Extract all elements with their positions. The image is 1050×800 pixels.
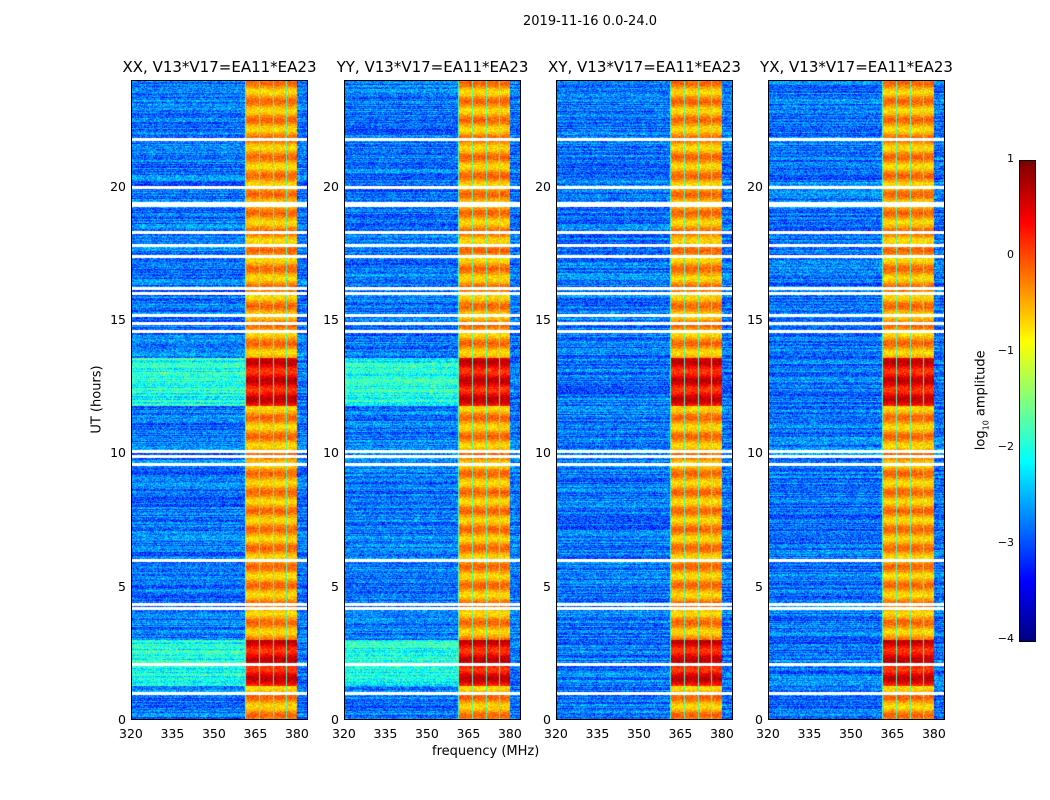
x-tick-label: 380 [921,726,946,741]
heatmap-panel-2 [556,80,733,720]
y-tick-label: 5 [331,578,339,594]
axes-frame [131,80,308,720]
y-tick-label: 10 [323,445,339,461]
x-tick-label: 320 [756,726,780,741]
colorbar-tick-label: −3 [997,536,1014,549]
x-tick-label: 350 [201,726,226,741]
heatmap-panel-3 [768,80,945,720]
y-axis-label: UT (hours) [89,365,105,434]
x-tick-label: 320 [544,726,568,741]
y-tick-label: 0 [755,712,763,727]
x-tick-label: 365 [456,726,481,741]
x-tick-label: 380 [709,726,734,741]
heatmap-panel-0 [131,80,308,720]
panel-title: XX, V13*V17=EA11*EA23 [122,58,317,76]
y-tick-label: 15 [747,312,763,327]
x-axis-label: frequency (MHz) [432,744,540,759]
heatmap-panel-1 [344,80,521,720]
y-tick-label: 20 [323,178,339,194]
axes-frame [556,80,733,720]
x-tick-label: 365 [668,726,693,741]
y-tick-label: 15 [323,312,339,327]
x-tick-label: 335 [160,726,185,741]
colorbar-tick-label: 1 [1007,152,1014,165]
y-tick-label: 5 [755,578,763,594]
x-tick-label: 320 [332,726,356,741]
x-tick-label: 335 [585,726,610,741]
colorbar [1019,160,1036,642]
panel-title: YX, V13*V17=EA11*EA23 [760,58,953,76]
y-tick-label: 20 [535,178,551,194]
y-tick-label: 15 [110,312,126,327]
y-tick-label: 10 [110,445,126,461]
y-tick-label: 20 [110,178,126,194]
colorbar-tick-label: −4 [997,632,1014,645]
panel-0: XX, V13*V17=EA11*EA23 320 335 350 365 380 0 5 10… [110,58,316,741]
x-tick-label: 380 [497,726,522,741]
x-tick-label: 350 [626,726,651,741]
panel-3: YX, V13*V17=EA11*EA23 320 335 350 365 380 0 5 10… [747,58,953,741]
y-tick-label: 10 [747,445,763,461]
x-tick-label: 320 [119,726,143,741]
panel-2: XY, V13*V17=EA11*EA23 320 335 350 365 380 0 5 10… [535,58,741,741]
x-tick-label: 335 [373,726,398,741]
figure-title: 2019-11-16 0.0-24.0 [523,14,657,29]
axes-frame [768,80,945,720]
y-tick-label: 5 [543,578,551,594]
y-tick-label: 0 [331,712,339,727]
y-tick-label: 15 [535,312,551,327]
colorbar-label: log10 amplitude [973,350,991,451]
x-tick-label: 350 [838,726,863,741]
x-tick-label: 365 [243,726,268,741]
y-tick-label: 10 [535,445,551,461]
y-tick-label: 0 [543,712,551,727]
colorbar-tick-label: −1 [997,344,1014,357]
y-tick-label: 0 [118,712,126,727]
panel-title: XY, V13*V17=EA11*EA23 [548,58,741,76]
colorbar-tick-label: −2 [997,440,1014,453]
colorbar-tick-label: 0 [1007,248,1014,261]
x-tick-label: 380 [284,726,309,741]
panel-1: YY, V13*V17=EA11*EA23 320 335 350 365 380 0 5 10… [323,58,528,741]
x-tick-label: 365 [880,726,905,741]
x-tick-label: 335 [797,726,822,741]
x-tick-label: 350 [414,726,439,741]
axes-frame [344,80,521,720]
y-tick-label: 5 [118,578,126,594]
y-tick-label: 20 [747,178,763,194]
panel-title: YY, V13*V17=EA11*EA23 [336,58,529,76]
